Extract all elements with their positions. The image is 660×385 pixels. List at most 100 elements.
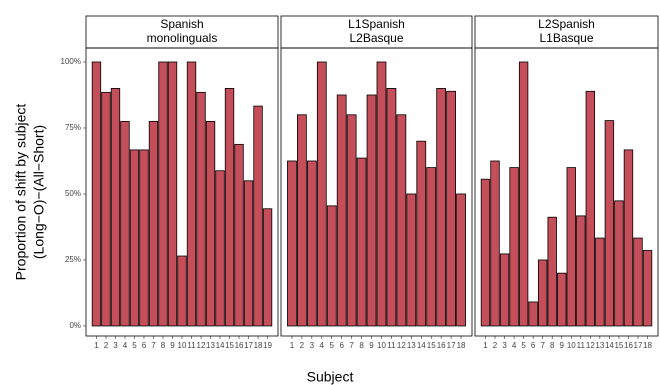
x-tick-label: 2 xyxy=(493,341,498,350)
bar xyxy=(316,61,327,327)
x-tick-label: 8 xyxy=(359,341,364,350)
bar xyxy=(537,259,548,327)
bar xyxy=(167,61,178,327)
bar xyxy=(566,167,576,327)
x-tick-label: 8 xyxy=(161,341,166,350)
x-tick-label: 12 xyxy=(586,341,595,350)
x-tick-label: 19 xyxy=(263,341,272,350)
x-tick-label: 12 xyxy=(197,341,206,350)
bar xyxy=(129,149,140,327)
x-tick-label: 15 xyxy=(614,341,623,350)
bar xyxy=(585,90,596,327)
bar xyxy=(186,61,197,327)
bar xyxy=(376,61,387,327)
x-tick-label: 5 xyxy=(330,341,335,350)
panel-border xyxy=(474,47,659,337)
x-tick-label: 16 xyxy=(235,341,244,350)
bar xyxy=(456,193,466,327)
x-tick-label: 11 xyxy=(187,341,196,350)
bar xyxy=(604,120,615,327)
y-tick-label: 0% xyxy=(69,321,81,330)
facet-strip xyxy=(474,15,659,49)
x-tick-label: 4 xyxy=(320,341,325,350)
x-tick-label: 13 xyxy=(206,341,215,350)
bar xyxy=(480,178,491,327)
facet-title: L2Basque xyxy=(349,31,403,45)
facet-title: monolinguals xyxy=(147,31,218,45)
bar xyxy=(426,167,437,327)
x-tick-label: 6 xyxy=(339,341,344,350)
x-tick-label: 16 xyxy=(437,341,446,350)
bar xyxy=(518,61,529,327)
x-tick-label: 10 xyxy=(377,341,386,350)
bar xyxy=(215,170,225,327)
x-tick-label: 17 xyxy=(634,341,643,350)
bar xyxy=(110,87,121,327)
bar xyxy=(366,94,377,327)
x-tick-label: 8 xyxy=(550,341,555,350)
x-tick-label: 7 xyxy=(540,341,545,350)
bar xyxy=(623,149,634,327)
x-tick-label: 15 xyxy=(427,341,436,350)
x-tick-label: 3 xyxy=(310,341,315,350)
bar xyxy=(446,90,456,327)
bar xyxy=(576,215,586,327)
x-tick-label: 6 xyxy=(531,341,536,350)
bar xyxy=(224,87,235,327)
bar xyxy=(528,301,538,327)
bar xyxy=(642,250,653,327)
y-axis-label: (Long−O)−(All−Short) xyxy=(31,125,47,259)
bar xyxy=(91,61,102,327)
bar xyxy=(205,120,216,327)
x-tick-label: 14 xyxy=(417,341,426,350)
panel-border xyxy=(85,47,279,337)
facet-title: L2Spanish xyxy=(538,17,595,31)
bar xyxy=(614,200,624,327)
bar xyxy=(557,272,567,327)
bar xyxy=(509,167,519,327)
x-tick-label: 5 xyxy=(521,341,526,350)
x-tick-label: 12 xyxy=(397,341,406,350)
bar xyxy=(436,87,447,327)
bar xyxy=(177,255,187,327)
x-tick-label: 5 xyxy=(132,341,137,350)
x-tick-label: 7 xyxy=(349,341,354,350)
bar xyxy=(243,180,254,327)
bar xyxy=(253,105,263,327)
bar xyxy=(633,237,643,327)
x-tick-label: 4 xyxy=(123,341,128,350)
x-tick-label: 1 xyxy=(290,341,295,350)
facet-title: L1Basque xyxy=(539,31,593,45)
x-tick-label: 10 xyxy=(178,341,187,350)
bar xyxy=(262,208,273,327)
x-tick-label: 2 xyxy=(104,341,109,350)
bar xyxy=(120,120,130,327)
x-tick-label: 7 xyxy=(151,341,156,350)
x-axis-label: Subject xyxy=(307,369,354,385)
x-tick-label: 9 xyxy=(560,341,565,350)
x-tick-label: 18 xyxy=(254,341,263,350)
bar xyxy=(547,216,557,327)
y-tick-label: 25% xyxy=(65,255,81,264)
y-axis-label: Proportion of shift by subject xyxy=(13,104,29,281)
bar xyxy=(287,160,297,327)
panel-border xyxy=(280,47,473,337)
bar xyxy=(326,205,337,327)
bar xyxy=(356,157,367,327)
bar xyxy=(158,61,168,327)
x-tick-label: 16 xyxy=(624,341,633,350)
bar xyxy=(386,87,397,327)
facet-title: Spanish xyxy=(160,17,203,31)
x-tick-label: 17 xyxy=(447,341,456,350)
bar xyxy=(234,143,244,327)
x-tick-label: 13 xyxy=(407,341,416,350)
bar xyxy=(406,193,417,327)
x-tick-label: 11 xyxy=(577,341,586,350)
bar xyxy=(595,237,605,327)
bar xyxy=(490,160,500,327)
bar xyxy=(101,91,111,327)
x-tick-label: 6 xyxy=(142,341,147,350)
bar xyxy=(196,91,206,327)
x-tick-label: 15 xyxy=(225,341,234,350)
